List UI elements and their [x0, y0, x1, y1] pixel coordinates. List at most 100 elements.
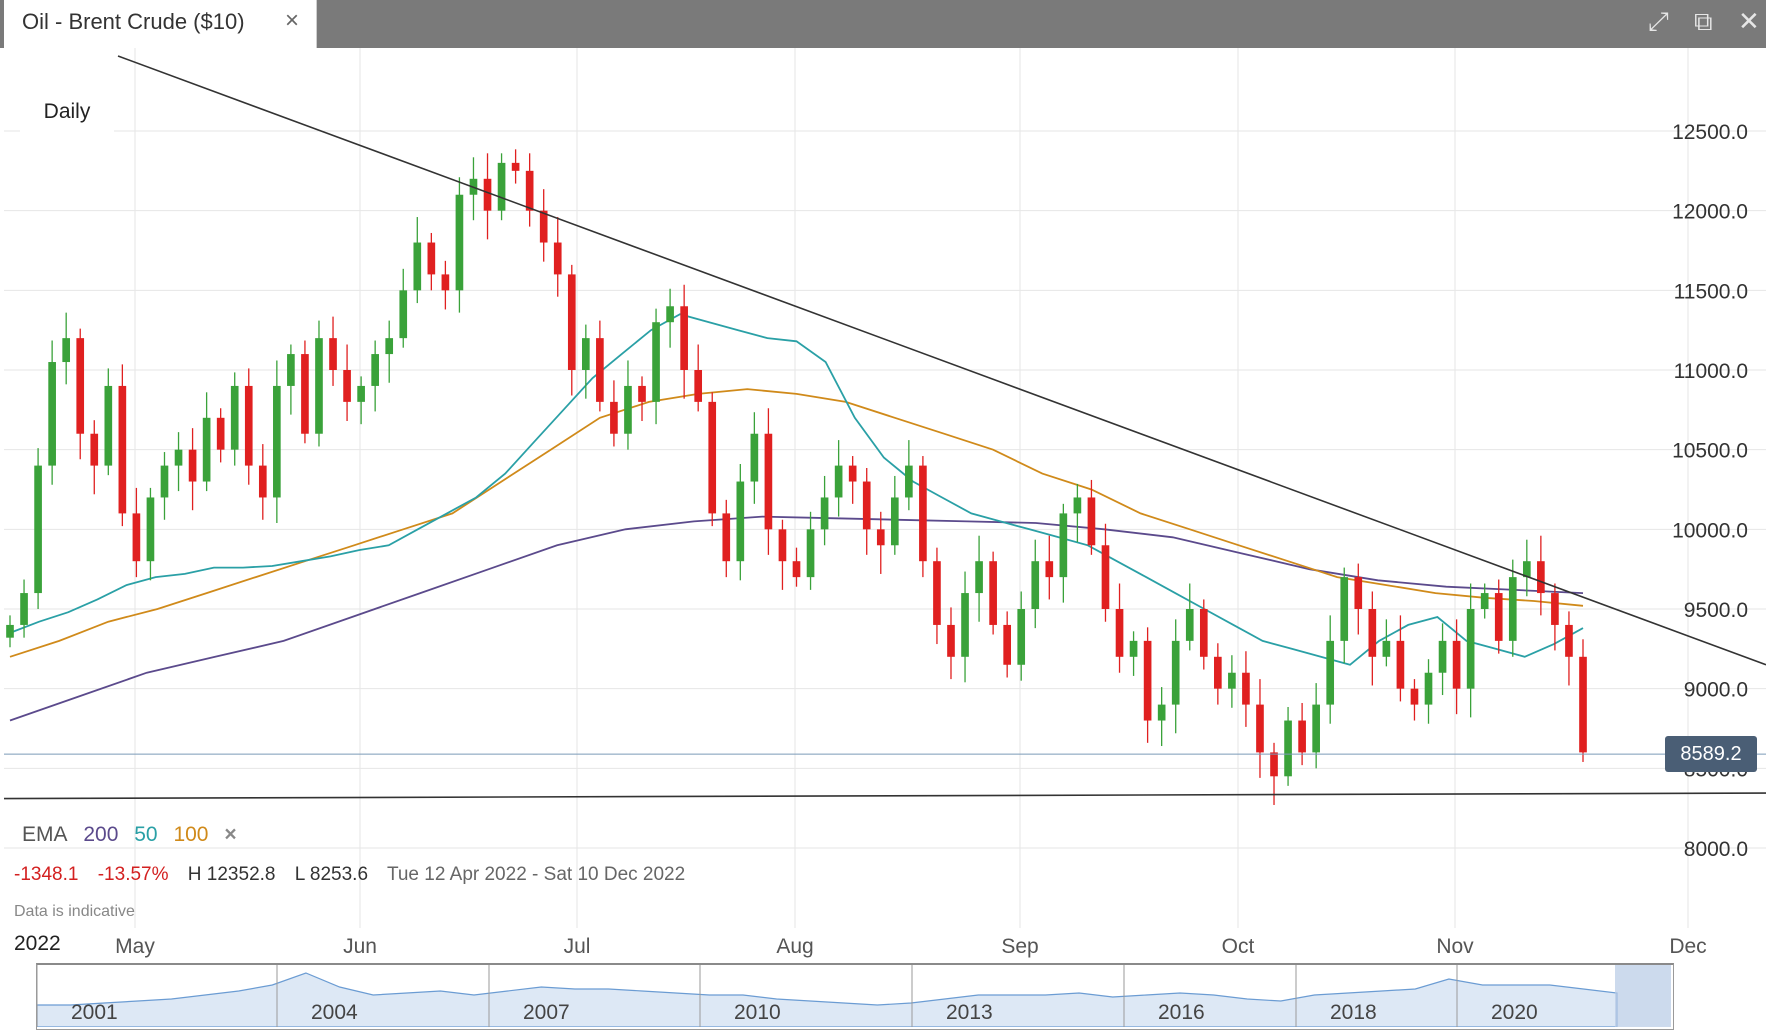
y-tick-label: 9500.0: [1684, 599, 1748, 622]
x-tick-label: Oct: [1222, 935, 1255, 958]
candle-body: [1059, 513, 1068, 578]
candle-body: [539, 210, 548, 243]
candle-body: [905, 465, 913, 498]
close-window-icon[interactable]: ✕: [1738, 6, 1760, 36]
candle-body: [638, 385, 646, 402]
candle-body: [1537, 561, 1545, 594]
price-chart[interactable]: May Jun Jul Aug Sep Oct Nov Dec 12500.0 12000.0 11…: [0, 48, 1766, 963]
ema50-line: [9, 313, 1584, 666]
title-bar: Oil - Brent Crude ($10) × ⤢ ⧉ ✕: [0, 0, 1766, 48]
navigator-chart[interactable]: 2001 2004 2007 2010 2013 2016 2018 2020: [36, 965, 1673, 1028]
x-tick-label: Dec: [1669, 935, 1706, 958]
candle-body: [1003, 624, 1011, 665]
candle-body: [1326, 640, 1335, 705]
candle-body: [975, 561, 983, 594]
x-tick-label: Aug: [776, 935, 813, 958]
candle-body: [666, 306, 674, 323]
candle-body: [62, 338, 71, 363]
candle-body: [680, 306, 688, 370]
candle-body: [722, 513, 731, 562]
candle-body: [1466, 609, 1475, 689]
legend-ema50: 50: [134, 823, 158, 846]
candle-body: [1185, 609, 1194, 641]
navigator[interactable]: 2001 2004 2007 2010 2013 2016 2018 2020: [36, 963, 1674, 1030]
candle-body: [1354, 577, 1363, 609]
candle-body: [876, 529, 885, 546]
year-label: 2022: [14, 932, 61, 955]
candle-body: [652, 322, 660, 402]
candle-body: [202, 417, 211, 482]
candle-body: [1115, 609, 1124, 657]
y-tick-label: 12000.0: [1672, 201, 1748, 224]
candle-body: [1270, 752, 1278, 777]
candle-body: [76, 338, 85, 434]
candle-body: [160, 465, 169, 498]
candle-body: [258, 465, 267, 498]
candle-body: [1340, 577, 1349, 641]
x-tick-label: May: [115, 935, 155, 958]
candle-body: [890, 497, 899, 546]
stat-change: -1348.1: [14, 864, 79, 885]
candle-body: [1396, 640, 1405, 689]
candle-body: [1143, 640, 1152, 721]
y-tick-label: 12500.0: [1672, 121, 1748, 144]
candle-body: [34, 465, 42, 594]
candle-body: [989, 561, 997, 625]
candle-body: [1508, 577, 1517, 641]
expand-icon[interactable]: ⤢: [1648, 6, 1669, 36]
candle-body: [778, 529, 787, 562]
candle-body: [6, 624, 14, 638]
candle-body: [1284, 720, 1292, 777]
candle-body: [441, 274, 450, 291]
candle-body: [511, 162, 520, 171]
candle-body: [806, 529, 815, 578]
candle-body: [287, 354, 295, 386]
resistance-trendline: [117, 55, 1766, 666]
x-tick-label: Sep: [1001, 935, 1038, 958]
navigator-year-label: 2010: [734, 1001, 781, 1024]
navigator-selection: [1615, 965, 1671, 1027]
candle-body: [1382, 640, 1391, 657]
candle-body: [1551, 593, 1559, 625]
candle-body: [525, 170, 534, 211]
candle-body: [174, 449, 183, 466]
navigator-year-label: 2001: [71, 1001, 118, 1024]
candle-body: [273, 385, 281, 498]
candle-body: [371, 354, 379, 386]
stats-row: -1348.1 -13.57% H 12352.8 L 8253.6 Tue 1…: [14, 864, 699, 886]
candle-body: [1171, 640, 1180, 705]
candle-body: [567, 274, 576, 370]
stat-change-pct: -13.57%: [97, 864, 169, 885]
candle-body: [90, 433, 99, 466]
candle-body: [1087, 497, 1096, 546]
support-trendline: [3, 792, 1766, 800]
candle-body: [1312, 704, 1320, 753]
y-tick-label: 10000.0: [1672, 519, 1748, 542]
interval-label[interactable]: Daily: [20, 92, 114, 132]
candle-body: [357, 385, 365, 402]
y-tick-label: 11500.0: [1674, 280, 1748, 303]
candle-body: [792, 561, 801, 578]
ema100-line: [9, 388, 1584, 658]
candle-body: [947, 624, 955, 657]
tab-close-icon[interactable]: ×: [285, 7, 300, 34]
candle-body: [48, 362, 56, 466]
candle-body: [1017, 609, 1026, 665]
y-tick-label: 8000.0: [1684, 838, 1748, 861]
candle-body: [834, 465, 843, 498]
current-price-tag: 8589.2: [1665, 736, 1757, 772]
stat-range: Tue 12 Apr 2022 - Sat 10 Dec 2022: [386, 864, 686, 885]
candle-body: [1410, 688, 1419, 705]
candle-body: [1438, 640, 1447, 673]
candle-body: [301, 354, 309, 434]
candle-body: [1368, 609, 1377, 657]
candle-body: [1565, 624, 1573, 657]
indicative-note: Data is indicative: [14, 903, 135, 920]
candle-body: [1242, 672, 1250, 705]
popout-icon[interactable]: ⧉: [1694, 6, 1713, 36]
candle-body: [427, 242, 436, 275]
candle-body: [118, 385, 127, 514]
chart-tab[interactable]: Oil - Brent Crude ($10) ×: [4, 0, 317, 48]
remove-indicator-icon[interactable]: ×: [224, 823, 237, 846]
candle-body: [216, 417, 225, 450]
